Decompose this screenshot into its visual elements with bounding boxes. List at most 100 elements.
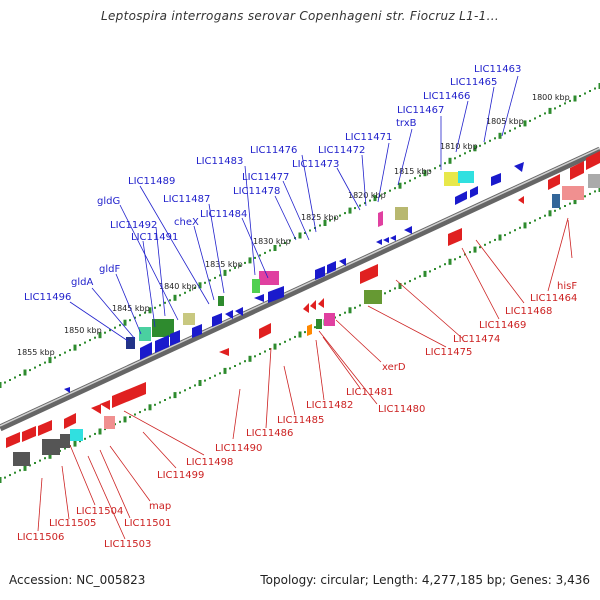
gene-label-lic11506: LIC11506	[17, 532, 64, 543]
major-tick	[323, 220, 327, 226]
gene-feature	[395, 207, 408, 220]
gene-feature	[64, 413, 76, 429]
minor-tick	[179, 294, 181, 297]
gene-label-lic11487: LIC11487	[163, 194, 210, 205]
gene-feature	[339, 258, 346, 266]
gene-feature	[259, 323, 271, 339]
minor-tick	[9, 379, 11, 381]
gene-feature	[390, 235, 396, 241]
minor-tick	[519, 124, 521, 127]
upper-strand-features[interactable]	[64, 162, 524, 393]
minor-tick	[234, 266, 236, 269]
minor-tick	[84, 437, 86, 440]
minor-tick	[94, 432, 96, 435]
major-tick	[473, 246, 477, 253]
minor-tick	[359, 204, 361, 207]
major-tick	[448, 157, 452, 164]
minor-tick	[394, 187, 396, 190]
minor-tick	[559, 207, 561, 210]
major-tick	[298, 232, 302, 239]
minor-tick	[514, 229, 516, 232]
gene-label-lic11474: LIC11474	[453, 334, 500, 345]
minor-tick	[169, 396, 171, 399]
minor-tick	[419, 174, 421, 177]
minor-tick	[334, 217, 336, 220]
major-tick	[348, 307, 352, 314]
minor-tick	[489, 139, 491, 142]
minor-tick	[539, 114, 541, 117]
gene-label-trxb: trxB	[396, 118, 417, 129]
gene-label-lic11477: LIC11477	[242, 172, 289, 183]
major-tick	[548, 210, 552, 217]
minor-tick	[209, 377, 211, 380]
minor-tick	[484, 243, 486, 246]
minor-tick	[219, 274, 221, 277]
minor-tick	[234, 365, 236, 367]
lower-strand-features[interactable]	[6, 151, 600, 466]
minor-tick	[154, 403, 156, 406]
gene-feature	[318, 298, 324, 308]
kbp-labels: 1800 kbp 1805 kbp 1810 kbp 1815 kbp 1820…	[17, 93, 570, 357]
gene-feature	[514, 162, 524, 172]
minor-tick	[269, 249, 271, 252]
gene-feature	[518, 196, 524, 204]
major-tick	[523, 222, 527, 229]
major-tick	[498, 234, 502, 241]
minor-tick	[339, 214, 341, 217]
minor-tick	[139, 411, 141, 414]
gene-feature	[324, 313, 335, 326]
gene-feature	[316, 319, 322, 329]
major-tick	[223, 367, 227, 374]
gene-feature	[491, 173, 501, 186]
gene-label-hisf: hisF	[557, 281, 577, 292]
minor-tick	[304, 331, 306, 334]
gene-label-lic11490: LIC11490	[215, 443, 262, 454]
major-tick	[48, 357, 52, 364]
minor-tick	[484, 142, 486, 145]
minor-tick	[294, 335, 296, 338]
gene-feature	[444, 172, 460, 186]
minor-tick	[219, 372, 221, 375]
minor-tick	[314, 326, 316, 329]
minor-tick	[284, 242, 286, 244]
major-tick	[23, 369, 27, 376]
minor-tick	[509, 231, 511, 234]
minor-tick	[469, 251, 471, 254]
gene-feature	[126, 337, 135, 349]
minor-tick	[364, 202, 366, 205]
minor-tick	[504, 132, 506, 135]
gene-label-lic11463: LIC11463	[474, 64, 521, 75]
minor-tick	[264, 350, 266, 353]
minor-tick	[79, 440, 81, 443]
minor-tick	[129, 319, 131, 322]
gene-feature	[588, 174, 600, 188]
major-tick	[23, 464, 27, 471]
gene-feature	[562, 186, 584, 200]
lower-labels: hisF LIC11464 LIC11468 LIC11469 LIC11474…	[17, 281, 577, 550]
minor-tick	[194, 384, 196, 387]
gene-feature	[254, 294, 264, 302]
gene-label-lic11472: LIC11472	[318, 145, 365, 156]
minor-tick	[94, 336, 96, 339]
minor-tick	[64, 447, 66, 450]
minor-tick	[214, 276, 216, 279]
minor-tick	[469, 149, 471, 152]
major-tick	[498, 132, 502, 139]
minor-tick	[489, 241, 491, 244]
minor-tick	[344, 212, 346, 215]
gene-feature	[552, 194, 560, 208]
minor-tick	[414, 277, 416, 280]
minor-tick	[539, 217, 541, 220]
minor-tick	[459, 154, 461, 157]
kbp-label: 1825 kbp	[301, 213, 339, 222]
minor-tick	[369, 199, 371, 202]
gene-feature	[22, 426, 36, 442]
gene-feature	[235, 307, 243, 316]
minor-tick	[444, 162, 446, 165]
gene-feature	[225, 310, 233, 319]
gene-label-lic11498: LIC11498	[186, 457, 233, 468]
minor-tick	[584, 92, 586, 95]
major-tick	[298, 331, 302, 338]
major-tick	[123, 416, 127, 423]
